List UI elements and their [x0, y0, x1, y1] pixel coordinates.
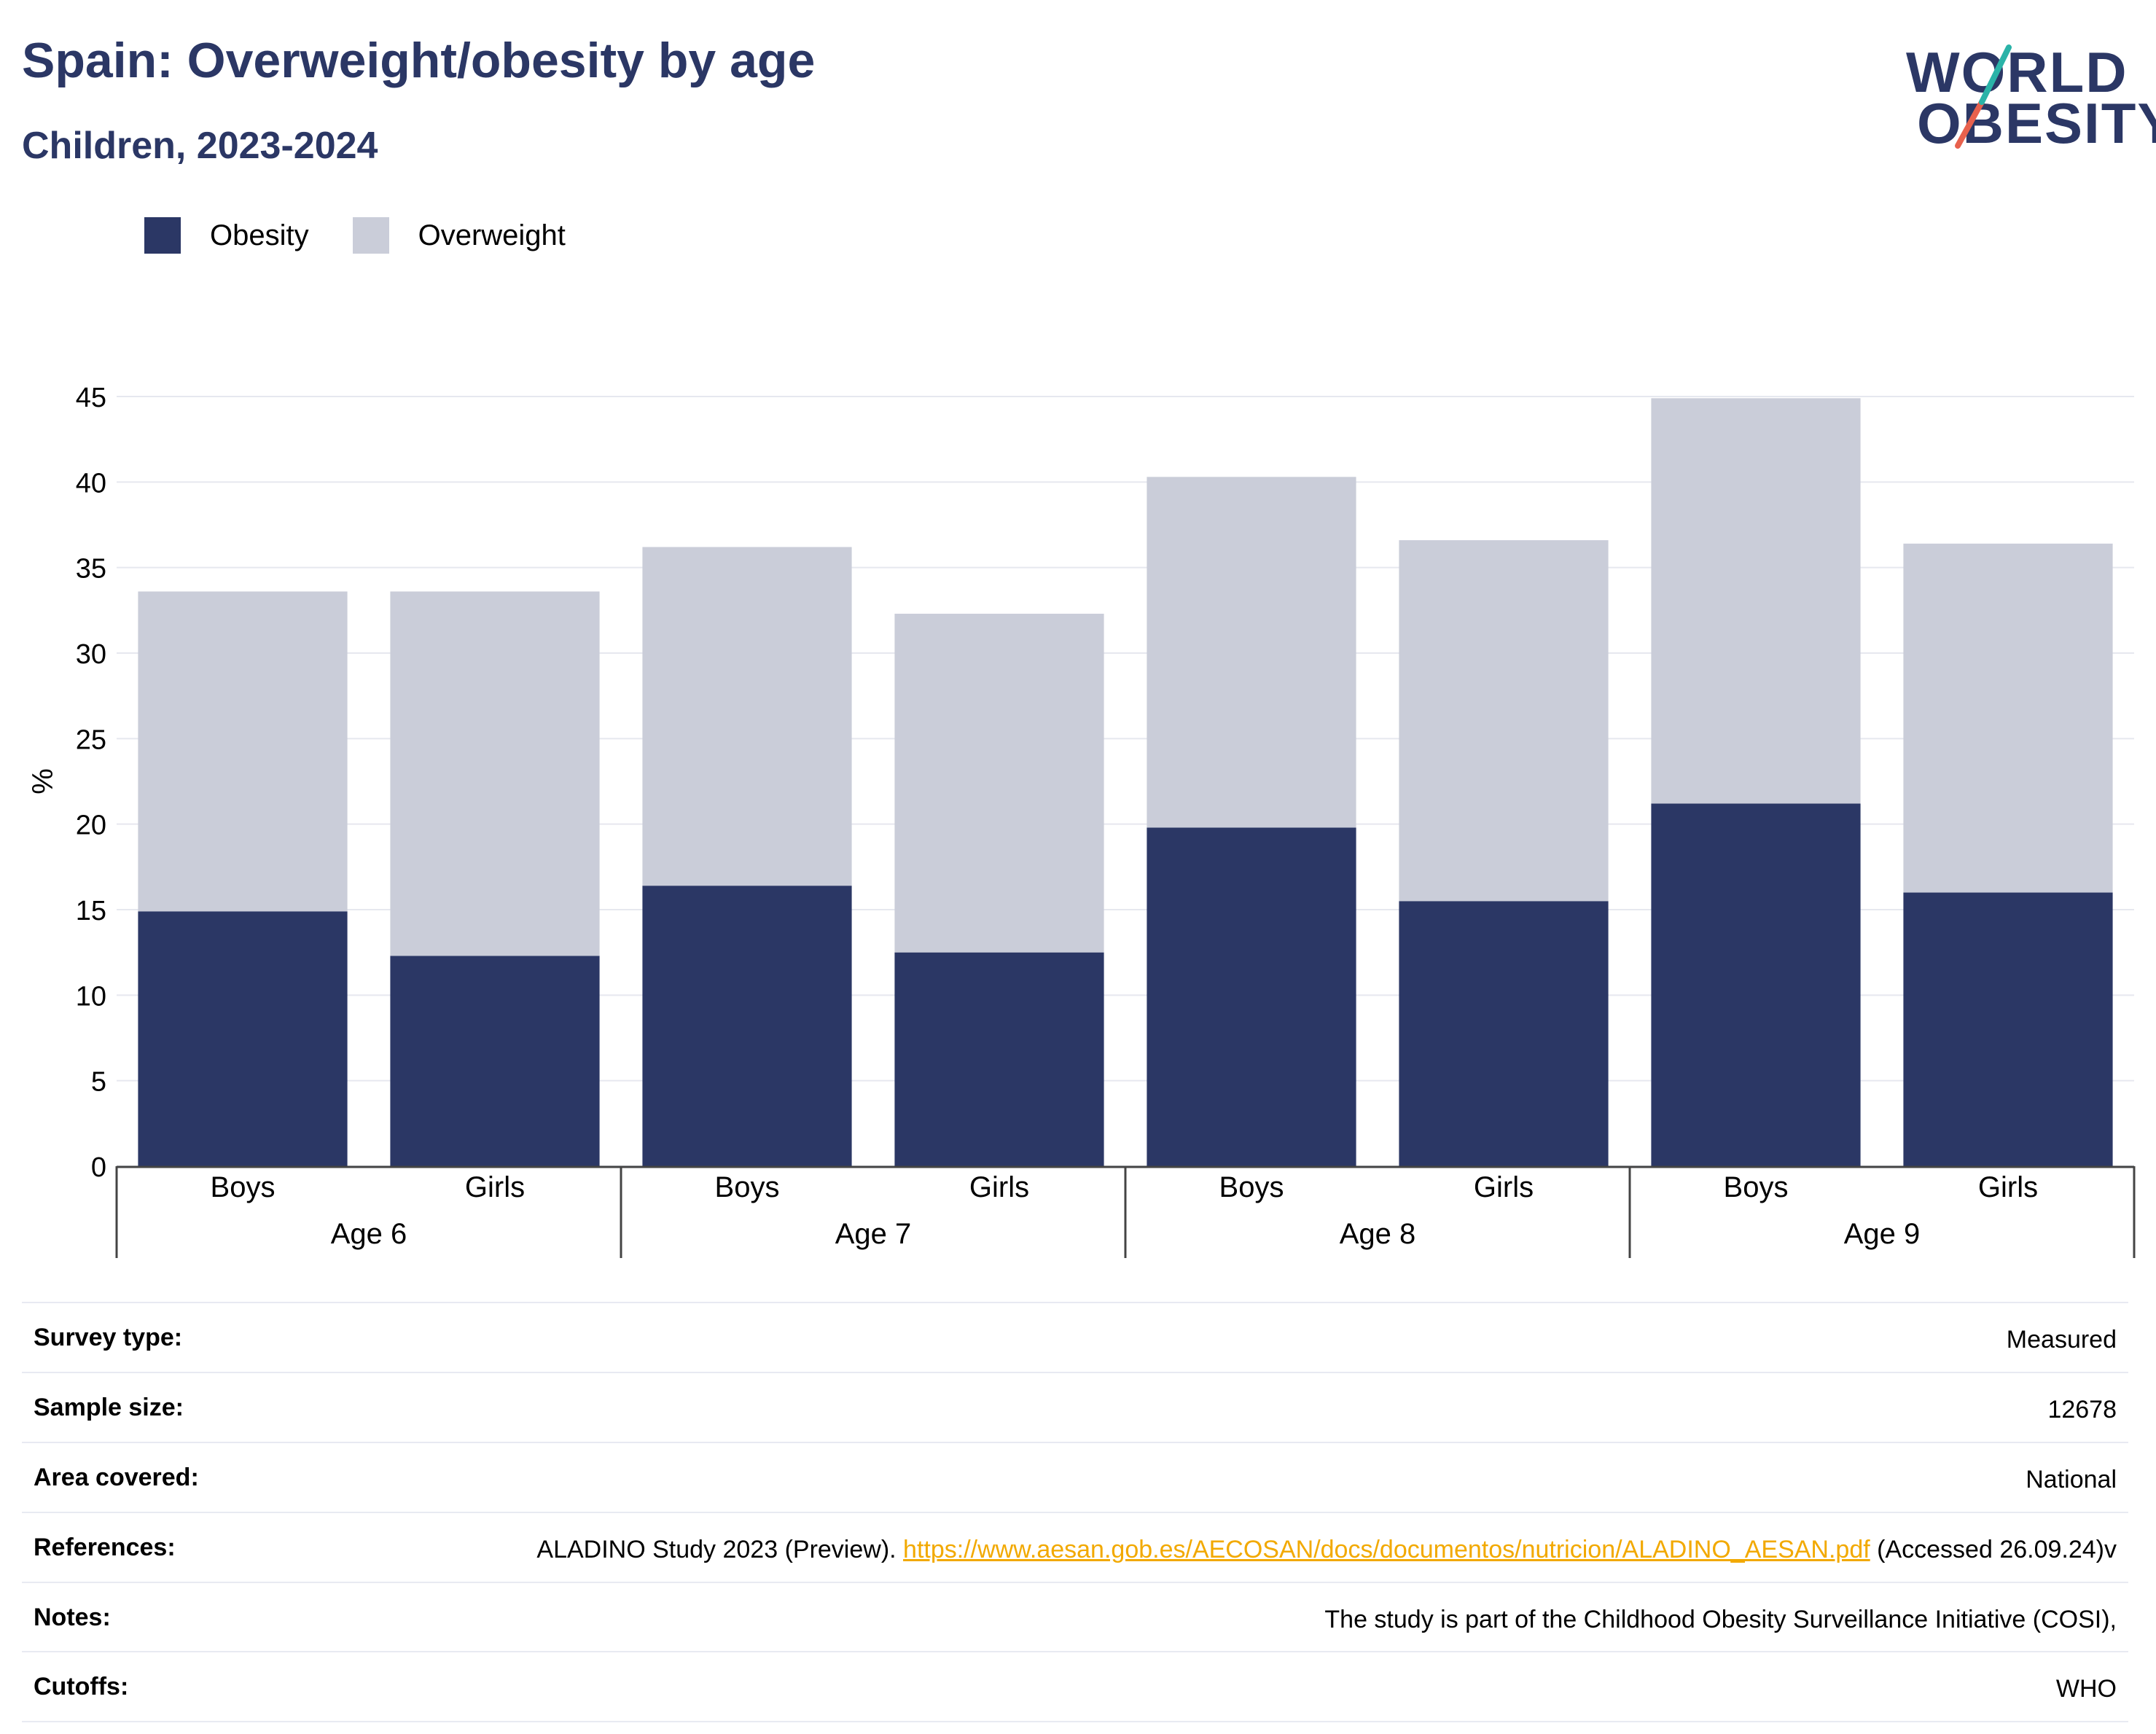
details-label: Area covered:: [34, 1463, 199, 1491]
chart-subtitle: Children, 2023-2024: [22, 125, 378, 167]
bar-obesity-boys: [642, 886, 852, 1166]
details-label: References:: [34, 1533, 176, 1561]
bar-overweight-girls: [390, 591, 600, 956]
y-tick-label: 5: [91, 1067, 106, 1098]
legend-swatch-obesity: [144, 217, 181, 254]
y-tick-label: 30: [76, 639, 106, 670]
details-value: WHO: [2055, 1675, 2117, 1703]
reference-accessed: (Accessed 26.09.24)v: [1870, 1535, 2117, 1563]
x-tick-label: Boys: [211, 1171, 276, 1203]
details-row-sample-size: Sample size: 12678: [22, 1371, 2128, 1442]
details-value: The study is part of the Childhood Obesi…: [1324, 1605, 2117, 1633]
details-row-notes: Notes: The study is part of the Childhoo…: [22, 1581, 2128, 1652]
details-label: Cutoffs:: [34, 1673, 129, 1701]
details-label: Survey type:: [34, 1324, 183, 1351]
details-row-area-covered: Area covered: National: [22, 1441, 2128, 1512]
group-label: Age 9: [1844, 1218, 1921, 1250]
bar-overweight-girls: [1399, 540, 1609, 902]
bar-overweight-boys: [1651, 398, 1861, 804]
y-tick-label: 0: [91, 1152, 106, 1183]
world-obesity-logo: WORLD OBESITY: [1895, 22, 2156, 153]
y-tick-label: 45: [76, 383, 106, 413]
group-label: Age 8: [1340, 1218, 1416, 1250]
legend-label-obesity: Obesity: [210, 219, 309, 251]
reference-link[interactable]: https://www.aesan.gob.es/AECOSAN/docs/do…: [903, 1535, 1870, 1563]
details-row-references: References: ALADINO Study 2023 (Preview)…: [22, 1511, 2128, 1582]
bar-obesity-girls: [1903, 892, 2113, 1166]
y-tick-label: 40: [76, 468, 106, 499]
group-label: Age 7: [835, 1218, 912, 1250]
bar-overweight-girls: [1903, 543, 2113, 893]
x-tick-label: Girls: [1474, 1171, 1534, 1203]
logo-line-1: WORLD: [1906, 40, 2128, 104]
x-tick-label: Boys: [715, 1171, 780, 1203]
legend-item-obesity[interactable]: Obesity: [144, 217, 309, 254]
y-axis-label: %: [27, 768, 59, 794]
bar-overweight-boys: [138, 591, 348, 912]
reference-text: ALADINO Study 2023 (Preview).: [536, 1535, 904, 1563]
chart-title: Spain: Overweight/obesity by age: [22, 33, 816, 88]
logo-slash-icon: [1955, 44, 2012, 149]
bar-overweight-girls: [894, 614, 1104, 953]
bar-overweight-boys: [642, 547, 852, 886]
bar-overweight-boys: [1147, 477, 1356, 828]
bar-obesity-boys: [138, 911, 348, 1166]
chart-legend: Obesity Overweight: [144, 217, 609, 254]
x-tick-label: Girls: [969, 1171, 1029, 1203]
x-tick-label: Girls: [1978, 1171, 2038, 1203]
details-value: 12678: [2047, 1395, 2117, 1423]
group-label: Age 6: [331, 1218, 407, 1250]
y-tick-label: 35: [76, 554, 106, 585]
bar-obesity-girls: [390, 956, 600, 1166]
x-tick-label: Boys: [1219, 1171, 1284, 1203]
y-tick-label: 20: [76, 811, 106, 841]
bar-obesity-girls: [894, 952, 1104, 1166]
details-label: Sample size:: [34, 1393, 184, 1421]
details-row-survey-type: Survey type: Measured: [22, 1302, 2128, 1372]
y-tick-label: 25: [76, 725, 106, 755]
bar-obesity-boys: [1651, 803, 1861, 1166]
details-table: Survey type: Measured Sample size: 12678…: [22, 1302, 2128, 1723]
bar-obesity-girls: [1399, 901, 1609, 1166]
details-value: Measured: [2006, 1326, 2117, 1354]
stacked-bar-chart: 0 5 10 15 20 25 30 35 40 45% Boys Girls Boys Girls Boy…: [27, 383, 2136, 1258]
details-value: National: [2026, 1465, 2117, 1493]
y-tick-label: 15: [76, 896, 106, 926]
details-label: Notes:: [34, 1603, 111, 1631]
bar-obesity-boys: [1147, 827, 1356, 1166]
details-row-cutoffs: Cutoffs: WHO: [22, 1651, 2128, 1723]
details-value: ALADINO Study 2023 (Preview). https://ww…: [536, 1534, 2117, 1567]
x-tick-label: Boys: [1724, 1171, 1789, 1203]
y-tick-label: 10: [76, 981, 106, 1012]
legend-swatch-overweight: [352, 217, 389, 254]
x-tick-label: Girls: [465, 1171, 525, 1203]
legend-label-overweight: Overweight: [418, 219, 566, 251]
legend-item-overweight[interactable]: Overweight: [352, 217, 566, 254]
